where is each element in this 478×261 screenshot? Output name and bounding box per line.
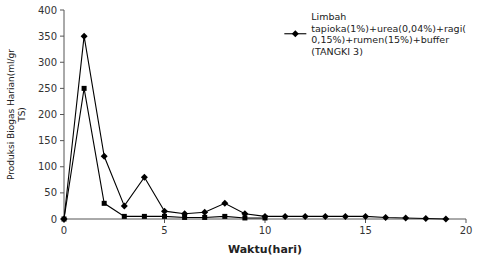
y-tick-label: 250 (38, 83, 57, 94)
data-point (222, 214, 227, 219)
y-tick (60, 10, 64, 11)
series-line (64, 36, 446, 219)
data-point (142, 214, 147, 219)
y-tick-label: 300 (38, 57, 57, 68)
text-line: TS) (17, 107, 27, 123)
data-point (402, 214, 409, 221)
x-tick-label: 0 (61, 225, 67, 236)
data-point (442, 216, 449, 223)
y-tick-label: 150 (38, 135, 57, 146)
data-point (81, 33, 88, 40)
x-tick-label: 10 (259, 225, 272, 236)
y-tick-label: 400 (38, 5, 57, 16)
chart-container: 0 50 100 150 200 250 300 350 400 0 5 10 15 20 Waktu(ha… (0, 0, 478, 261)
data-point (202, 215, 207, 220)
data-point (122, 214, 127, 219)
data-point (322, 213, 329, 220)
legend-marker (292, 30, 299, 37)
y-tick (60, 36, 64, 37)
data-point (62, 217, 67, 222)
data-point (422, 215, 429, 222)
data-point (162, 214, 167, 219)
data-point (242, 215, 247, 220)
y-tick (60, 88, 64, 89)
data-point (161, 208, 168, 215)
legend: Limbahtapioka(1%)+urea(0,04%)+ragi(0,15%… (284, 11, 466, 57)
data-point (302, 213, 309, 220)
data-point (102, 201, 107, 206)
y-tick-label: 350 (38, 31, 57, 42)
x-tick-label: 20 (460, 225, 473, 236)
text-line: tapioka(1%)+urea(0,04%)+ragi( (311, 23, 466, 34)
text-line: 0,15%)+rumen(15%)+buffer (311, 34, 449, 45)
data-point (282, 213, 289, 220)
chart: 0 50 100 150 200 250 300 350 400 0 5 10 15 20 Waktu(ha… (0, 0, 478, 261)
data-point (382, 214, 389, 221)
text-line: Limbah (311, 11, 346, 22)
data-point (262, 213, 269, 220)
data-point (121, 202, 128, 209)
text-line: (TANGKI 3) (311, 46, 363, 57)
y-tick (60, 192, 64, 193)
data-point (182, 215, 187, 220)
axes: 0 50 100 150 200 250 300 350 400 0 5 10 15 20 (38, 5, 472, 237)
x-tick (466, 219, 467, 223)
y-tick (60, 166, 64, 167)
text-line: Produksi Biogas Harian(ml/gr (6, 49, 16, 180)
y-tick (60, 114, 64, 115)
x-tick-label: 15 (359, 225, 372, 236)
y-tick-label: 0 (51, 214, 57, 225)
data-point (362, 213, 369, 220)
y-tick-label: 200 (38, 109, 57, 120)
data-point (263, 215, 268, 220)
legend-label: Limbahtapioka(1%)+urea(0,04%)+ragi(0,15%… (311, 11, 466, 57)
y-tick (60, 62, 64, 63)
data-point (201, 209, 208, 216)
data-point (342, 213, 349, 220)
plot-area (61, 33, 450, 223)
data-point (101, 153, 108, 160)
data-point (61, 216, 68, 223)
y-tick-label: 50 (44, 187, 57, 198)
y-tick-label: 100 (38, 161, 57, 172)
data-point (141, 174, 148, 181)
x-tick (164, 219, 165, 223)
x-axis-label: Waktu(hari) (228, 243, 302, 256)
x-tick-label: 5 (161, 225, 167, 236)
y-tick (60, 140, 64, 141)
y-axis-label: Produksi Biogas Harian(ml/grTS) (6, 49, 27, 180)
data-point (82, 86, 87, 91)
data-point (221, 200, 228, 207)
series-line (64, 88, 265, 219)
